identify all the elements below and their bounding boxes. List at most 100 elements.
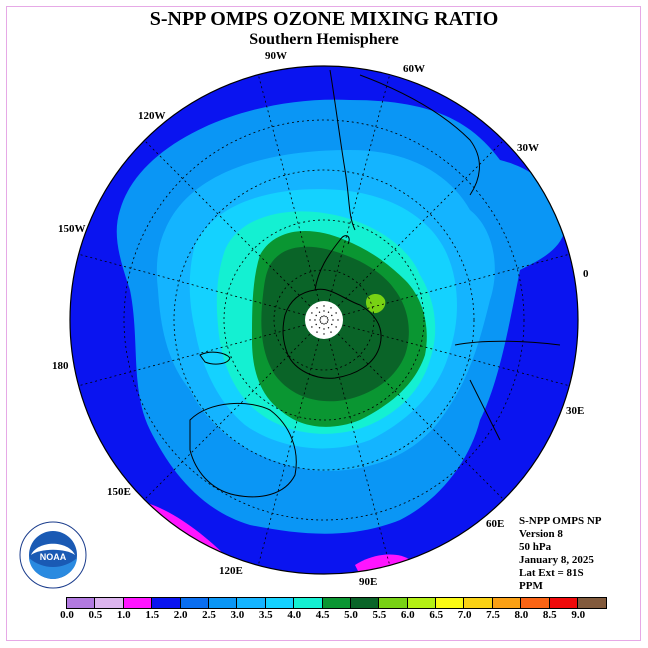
polar-dot (323, 328, 325, 330)
color-scale-swatch (521, 598, 550, 608)
polar-dot (318, 311, 321, 313)
polar-dot (326, 321, 329, 323)
info-version: Version 8 (519, 528, 563, 540)
color-scale-swatch (123, 598, 153, 608)
lon-label-30e: 30E (566, 405, 585, 417)
color-scale-swatch (180, 598, 209, 608)
color-scale-label: 0.0 (60, 609, 74, 621)
meridian-line (337, 333, 504, 500)
info-instrument: S-NPP OMPS NP (519, 515, 602, 527)
lon-label-120e: 120E (219, 565, 243, 577)
color-scale-swatch (464, 598, 493, 608)
noaa-logo: NOAA (19, 521, 87, 589)
map-subtitle: Southern Hemisphere (249, 31, 399, 48)
polar-dot (326, 317, 329, 319)
meridian-line (328, 339, 391, 566)
polar-dot (316, 331, 318, 333)
lon-label-30w: 30W (517, 142, 539, 154)
color-scale-label: 9.0 (571, 609, 586, 621)
color-scale-label: 2.5 (202, 609, 216, 621)
polar-dot (327, 311, 330, 313)
color-scale-swatch (152, 598, 181, 608)
color-scale-swatch (265, 598, 295, 608)
meridian-line (78, 324, 305, 387)
color-scale-label: 4.0 (287, 609, 302, 621)
color-scale-swatch (578, 598, 607, 608)
polar-dot (331, 314, 333, 317)
meridian-lines (78, 74, 570, 566)
meridian-line (328, 74, 391, 301)
color-scale-swatch (67, 598, 96, 608)
color-scale-swatch (492, 598, 522, 608)
meridian-line (257, 74, 320, 301)
polar-dot (335, 312, 337, 314)
color-scale-swatch (436, 598, 465, 608)
color-scale-label: 4.5 (315, 609, 330, 621)
polar-dot (311, 326, 313, 328)
polar-dot (321, 315, 323, 318)
info-pressure: 50 hPa (519, 541, 552, 553)
lon-label-0: 0 (583, 268, 589, 280)
meridian-line (343, 324, 570, 387)
polar-dot (319, 321, 322, 323)
polar-dot (337, 319, 339, 321)
lat-lon-grid (123, 119, 525, 521)
polar-dot (330, 331, 332, 333)
lon-label-90e: 90E (359, 576, 378, 588)
polar-dot (319, 317, 322, 319)
meridian-line (144, 140, 311, 307)
info-panel: S-NPP OMPS NP Version 8 50 hPa January 8… (519, 515, 602, 593)
polar-dot (323, 310, 325, 312)
color-scale-swatch (208, 598, 238, 608)
color-scale-swatch (350, 598, 380, 608)
info-units: PPM (519, 580, 543, 592)
color-scale-label: 7.0 (457, 609, 472, 621)
field-level-5.5 (365, 294, 386, 314)
color-scale-label: 1.0 (116, 609, 131, 621)
polar-dot (325, 315, 327, 318)
map-title: S-NPP OMPS OZONE MIXING RATIO (149, 8, 499, 30)
lon-label-120w: 120W (138, 110, 166, 122)
color-scale-swatch (95, 598, 124, 608)
lon-label-90w: 90W (265, 50, 287, 62)
color-scale-swatch (379, 598, 408, 608)
color-scale-label: 5.5 (372, 609, 387, 621)
polar-dot (318, 327, 321, 329)
meridian-line (257, 339, 320, 566)
color-scale-label: 3.0 (230, 609, 245, 621)
lon-label-60w: 60W (403, 63, 425, 75)
polar-dot (332, 319, 334, 321)
color-scale-swatch (407, 598, 437, 608)
color-scale-label: 2.0 (173, 609, 188, 621)
info-lat-ext: Lat Ext = 81S (519, 567, 584, 579)
color-scale-swatch (549, 598, 579, 608)
polar-dot (327, 319, 329, 321)
map-frame (6, 6, 641, 641)
color-scale-label: 8.0 (514, 609, 529, 621)
lon-label-180: 180 (52, 360, 69, 372)
polar-dot (314, 319, 316, 321)
color-scale-label: 5.0 (344, 609, 358, 621)
map-outline (69, 65, 579, 575)
color-scale-label: 8.5 (542, 609, 557, 621)
noaa-logo-text: NOAA (40, 552, 67, 562)
color-scale-label: 7.5 (486, 609, 500, 621)
polar-dot (316, 307, 318, 309)
polar-dot (323, 333, 325, 335)
polar-dot (335, 326, 337, 328)
color-scale-label: 6.5 (429, 609, 444, 621)
polar-dot (323, 315, 325, 317)
color-scale-swatch (322, 598, 351, 608)
color-scale-bar (66, 597, 608, 609)
lon-label-150e: 150E (107, 486, 131, 498)
polar-dot (331, 323, 333, 326)
info-date: January 8, 2025 (519, 554, 594, 566)
polar-dot (315, 323, 317, 326)
polar-gap (305, 301, 343, 339)
polar-gap-dots (309, 305, 339, 335)
meridian-line (78, 253, 305, 316)
color-scale-label: 3.5 (258, 609, 273, 621)
color-scale-label: 6.0 (400, 609, 415, 621)
polar-dot (321, 322, 323, 325)
